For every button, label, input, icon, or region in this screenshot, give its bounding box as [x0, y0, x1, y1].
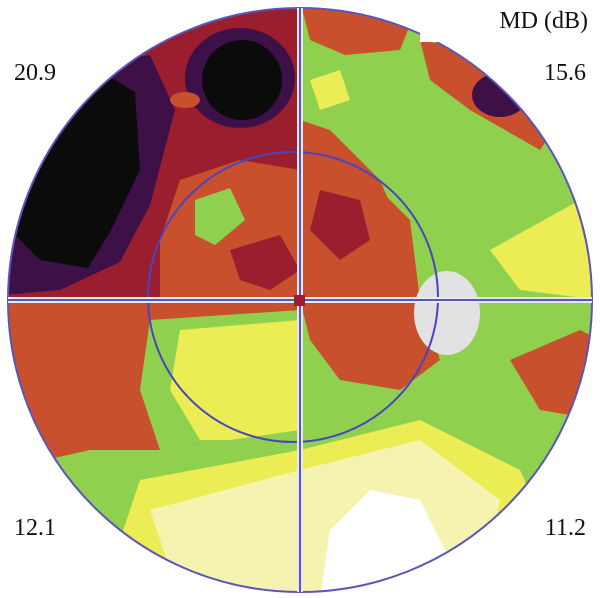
legend-bg [420, 0, 600, 42]
quadrant-value: 12.1 [14, 515, 56, 541]
quadrant-value: 11.2 [545, 515, 586, 541]
fixation-point [294, 295, 305, 306]
quadrant-value: 15.6 [544, 60, 586, 86]
legend-label: MD (dB) [499, 8, 588, 34]
quadrant-value: 20.9 [14, 60, 56, 86]
